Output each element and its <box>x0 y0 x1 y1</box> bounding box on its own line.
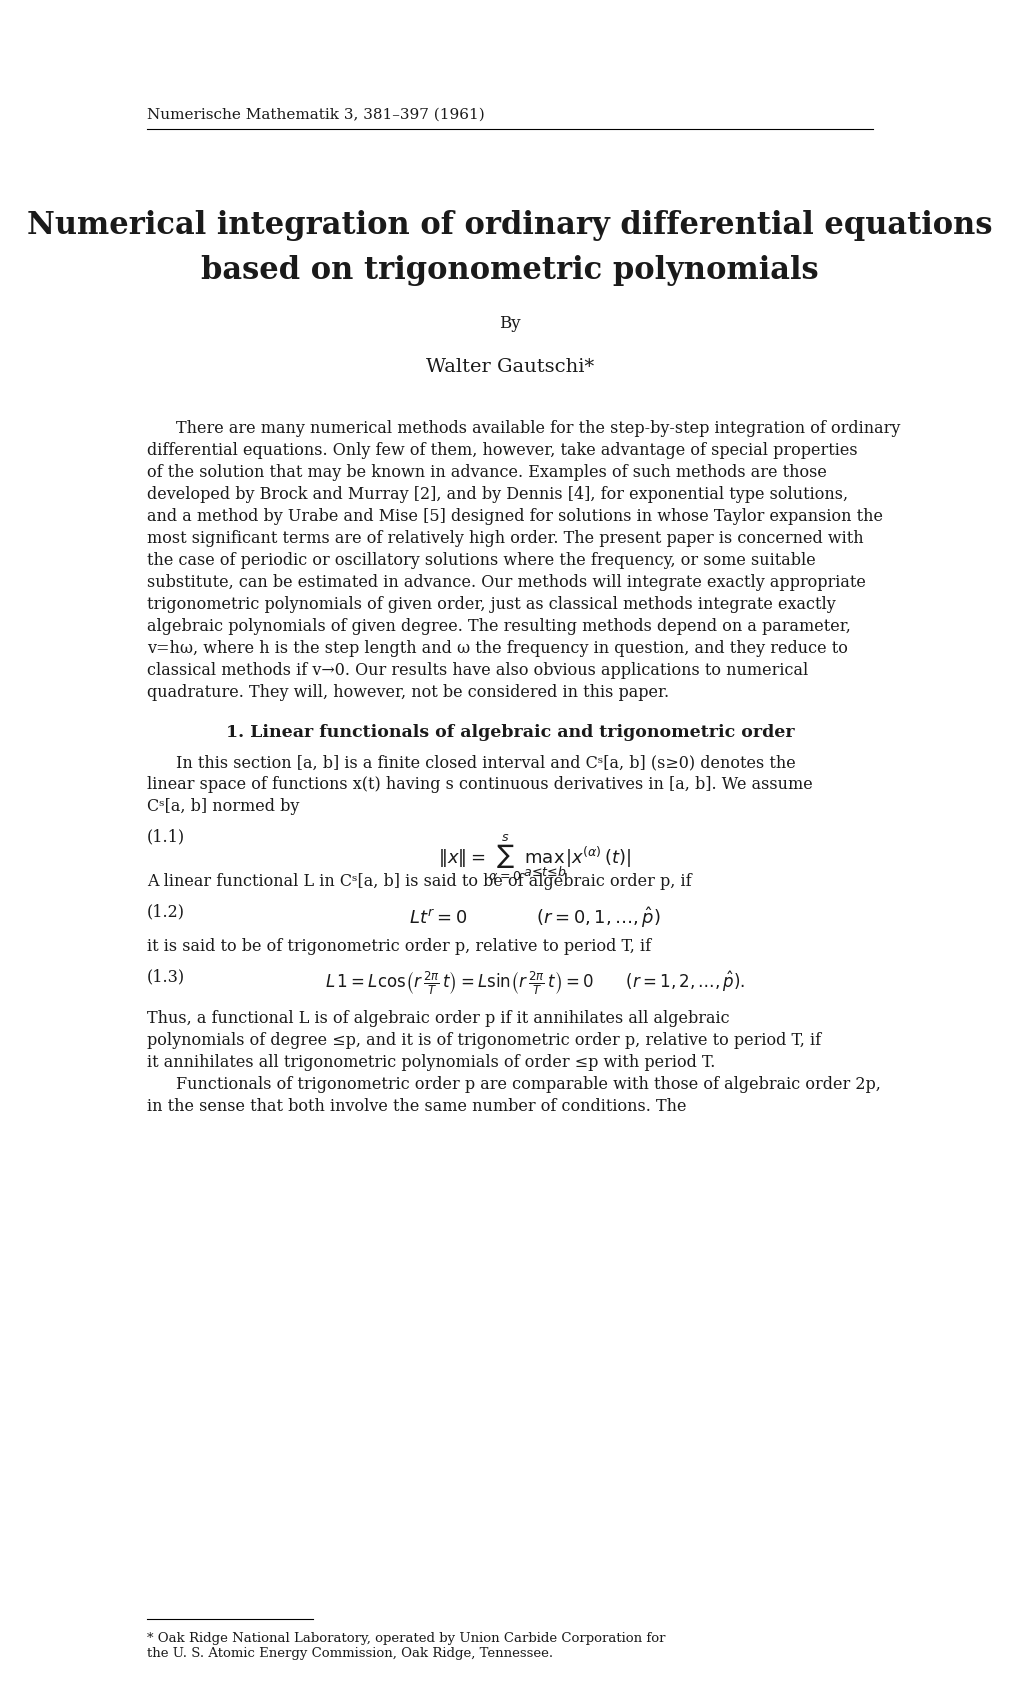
Text: * Oak Ridge National Laboratory, operated by Union Carbide Corporation for: * Oak Ridge National Laboratory, operate… <box>147 1632 665 1643</box>
Text: it annihilates all trigonometric polynomials of order ≤p with period T.: it annihilates all trigonometric polynom… <box>147 1053 714 1070</box>
Text: differential equations. Only few of them, however, take advantage of special pro: differential equations. Only few of them… <box>147 442 857 459</box>
Text: most significant terms are of relatively high order. The present paper is concer: most significant terms are of relatively… <box>147 530 863 547</box>
Text: There are many numerical methods available for the step-by-step integration of o: There are many numerical methods availab… <box>176 420 900 437</box>
Text: Numerische Mathematik 3, 381–397 (1961): Numerische Mathematik 3, 381–397 (1961) <box>147 108 484 121</box>
Text: 1. Linear functionals of algebraic and trigonometric order: 1. Linear functionals of algebraic and t… <box>225 723 794 740</box>
Text: A linear functional L in Cˢ[a, b] is said to be of algebraic order p, if: A linear functional L in Cˢ[a, b] is sai… <box>147 873 691 890</box>
Text: substitute, can be estimated in advance. Our methods will integrate exactly appr: substitute, can be estimated in advance.… <box>147 574 865 590</box>
Text: Thus, a functional L is of algebraic order p if it annihilates all algebraic: Thus, a functional L is of algebraic ord… <box>147 1009 729 1026</box>
Text: the case of periodic or oscillatory solutions where the frequency, or some suita: the case of periodic or oscillatory solu… <box>147 552 815 569</box>
Text: (1.2): (1.2) <box>147 903 185 920</box>
Text: In this section [a, b] is a finite closed interval and Cˢ[a, b] (s≥0) denotes th: In this section [a, b] is a finite close… <box>176 754 795 770</box>
Text: (1.1): (1.1) <box>147 828 185 844</box>
Text: algebraic polynomials of given degree. The resulting methods depend on a paramet: algebraic polynomials of given degree. T… <box>147 617 850 634</box>
Text: By: By <box>498 315 521 331</box>
Text: and a method by Urabe and Mise [5] designed for solutions in whose Taylor expans: and a method by Urabe and Mise [5] desig… <box>147 508 882 525</box>
Text: Cˢ[a, b] normed by: Cˢ[a, b] normed by <box>147 797 300 814</box>
Text: Numerical integration of ordinary differential equations: Numerical integration of ordinary differ… <box>28 210 991 241</box>
Text: polynomials of degree ≤p, and it is of trigonometric order p, relative to period: polynomials of degree ≤p, and it is of t… <box>147 1031 820 1048</box>
Text: v=hω, where h is the step length and ω the frequency in question, and they reduc: v=hω, where h is the step length and ω t… <box>147 639 847 656</box>
Text: trigonometric polynomials of given order, just as classical methods integrate ex: trigonometric polynomials of given order… <box>147 595 836 612</box>
Text: $Lt^r = 0 \qquad\qquad (r = 0, 1, \ldots, \hat{p})$: $Lt^r = 0 \qquad\qquad (r = 0, 1, \ldots… <box>409 905 660 928</box>
Text: Walter Gautschi*: Walter Gautschi* <box>426 358 593 375</box>
Text: classical methods if v→0. Our results have also obvious applications to numerica: classical methods if v→0. Our results ha… <box>147 661 808 678</box>
Text: Functionals of trigonometric order p are comparable with those of algebraic orde: Functionals of trigonometric order p are… <box>176 1075 880 1092</box>
Text: it is said to be of trigonometric order p, relative to period T, if: it is said to be of trigonometric order … <box>147 937 651 954</box>
Text: of the solution that may be known in advance. Examples of such methods are those: of the solution that may be known in adv… <box>147 464 826 481</box>
Text: (1.3): (1.3) <box>147 967 185 984</box>
Text: $L\,1 = L\cos\!\left(r\,\frac{2\pi}{T}\,t\right) = L\sin\!\left(r\,\frac{2\pi}{T: $L\,1 = L\cos\!\left(r\,\frac{2\pi}{T}\,… <box>324 969 744 997</box>
Text: linear space of functions x(t) having s continuous derivatives in [a, b]. We ass: linear space of functions x(t) having s … <box>147 775 812 792</box>
Text: the U. S. Atomic Energy Commission, Oak Ridge, Tennessee.: the U. S. Atomic Energy Commission, Oak … <box>147 1647 552 1658</box>
Text: in the sense that both involve the same number of conditions. The: in the sense that both involve the same … <box>147 1097 686 1115</box>
Text: quadrature. They will, however, not be considered in this paper.: quadrature. They will, however, not be c… <box>147 683 668 701</box>
Text: $\|x\| = \sum_{\alpha=0}^{s}\, \max_{a \leq t \leq b} |x^{(\alpha)}(t)|$: $\|x\| = \sum_{\alpha=0}^{s}\, \max_{a \… <box>438 831 631 883</box>
Text: developed by Brock and Murray [2], and by Dennis [4], for exponential type solut: developed by Brock and Murray [2], and b… <box>147 486 848 503</box>
Text: based on trigonometric polynomials: based on trigonometric polynomials <box>201 256 818 286</box>
